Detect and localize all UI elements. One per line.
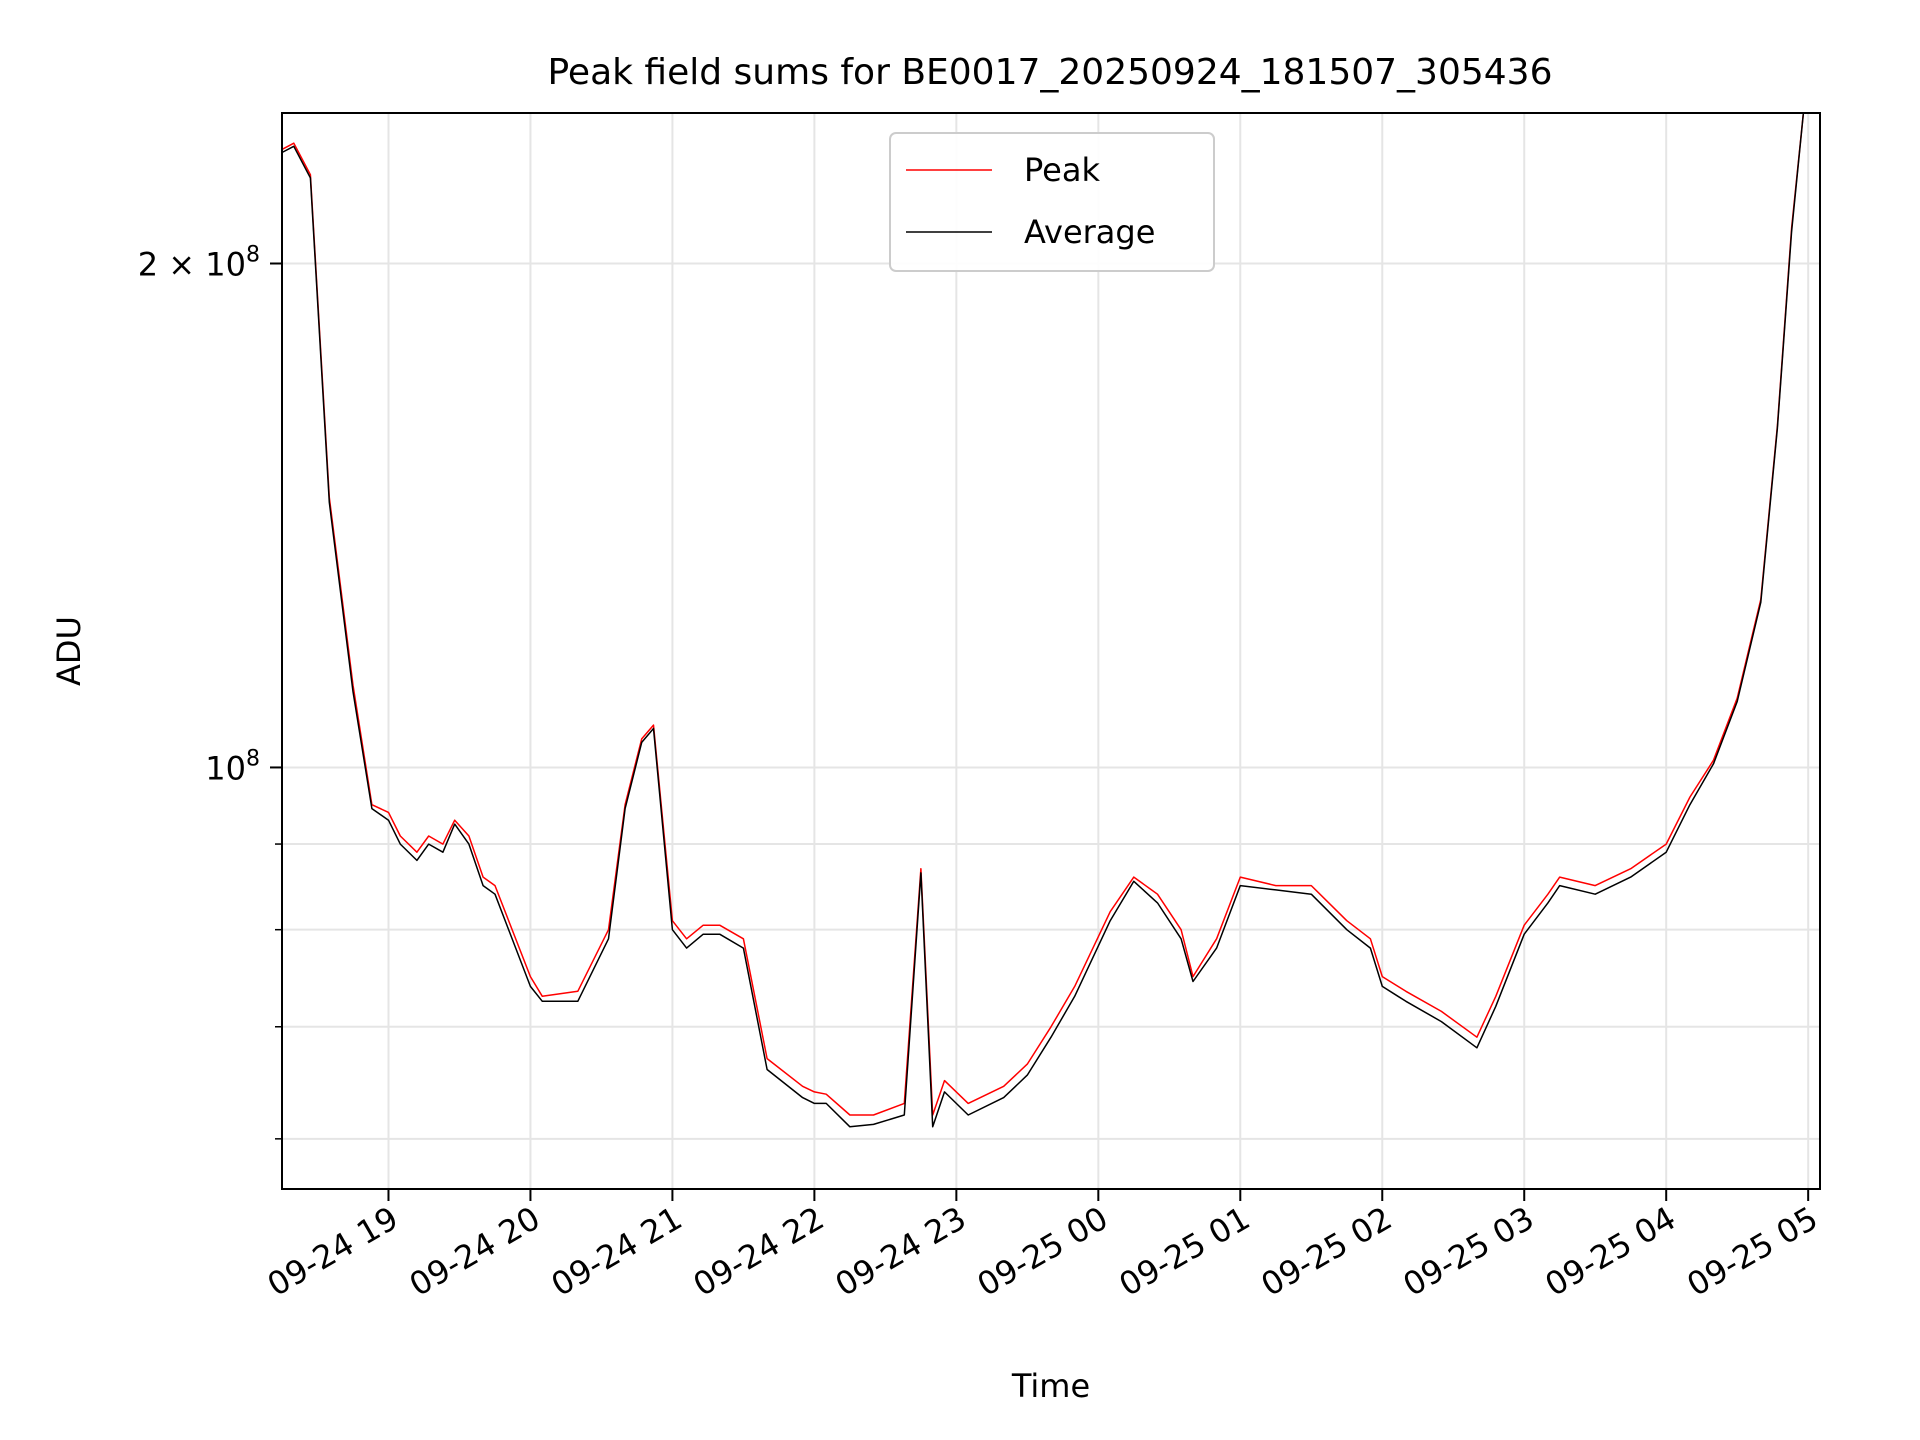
legend-label-peak: Peak xyxy=(1024,151,1100,189)
legend-label-average: Average xyxy=(1024,213,1155,251)
y-tick-label-exponent: 8 xyxy=(246,746,260,771)
series-line-average xyxy=(281,112,1805,1128)
y-axis-label: ADU xyxy=(50,616,88,686)
y-tick-label: 2 × 108 xyxy=(138,243,260,284)
y-tick-label: 108 xyxy=(205,746,260,787)
x-axis-label: Time xyxy=(1011,1367,1090,1405)
y-tick-label-base: 2 × 10 xyxy=(138,246,246,284)
legend-box xyxy=(889,132,1215,272)
plot-frame xyxy=(281,112,1821,1190)
series-group xyxy=(281,112,1805,1128)
chart-title: Peak field sums for BE0017_20250924_1815… xyxy=(548,52,1553,93)
y-tick-label-exponent: 8 xyxy=(246,243,260,268)
legend: Peak Average xyxy=(889,132,1215,272)
y-tick-label-base: 10 xyxy=(205,749,246,787)
